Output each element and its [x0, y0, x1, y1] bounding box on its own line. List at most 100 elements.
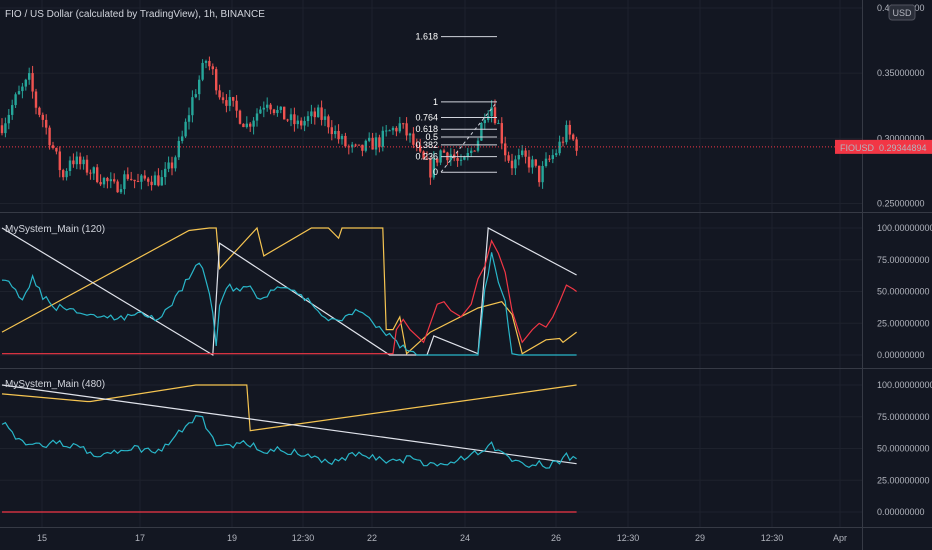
candle-body: [123, 174, 126, 190]
candle-body: [245, 123, 248, 128]
indicator-title-480: MySystem_Main (480): [5, 379, 105, 390]
candle-body: [483, 120, 486, 124]
candle-body: [191, 97, 194, 116]
candle-body: [313, 111, 316, 118]
candle-body: [55, 147, 58, 152]
candle-body: [218, 90, 221, 98]
last-price-bg: [835, 139, 932, 154]
candle-body: [133, 179, 136, 182]
y-tick-label: 100.00000000: [877, 380, 932, 390]
candle-body: [215, 69, 218, 91]
y-tick-label: 0.00000000: [877, 507, 925, 517]
candle-body: [99, 182, 102, 185]
candle-body: [317, 107, 320, 118]
candle-body: [28, 73, 31, 80]
candle-body: [463, 157, 466, 160]
y-tick-label: 75.00000000: [877, 255, 930, 265]
candle-body: [378, 137, 381, 147]
candle-body: [548, 158, 551, 160]
candle-body: [510, 160, 514, 169]
candle-body: [242, 123, 245, 128]
candle-body: [551, 155, 554, 160]
price-pane: [0, 56, 862, 195]
candle-body: [68, 160, 72, 172]
candle-body: [415, 144, 418, 146]
chart-title: FIO / US Dollar (calculated by TradingVi…: [5, 9, 265, 20]
candle-body: [72, 160, 75, 165]
candle-body: [514, 159, 517, 169]
candle-body: [289, 114, 293, 121]
last-price-value: 0.29344894: [879, 143, 927, 153]
candle-body: [45, 119, 48, 128]
candle-body: [419, 145, 422, 152]
y-tick-label: 0.30000000: [877, 133, 925, 143]
y-tick-label: 50.00000000: [877, 287, 930, 297]
currency-badge-bg: [888, 4, 916, 21]
candle-body: [82, 159, 85, 165]
candle-body: [65, 171, 68, 178]
candle-body: [296, 120, 299, 125]
candle-body: [140, 175, 143, 182]
candle-body: [235, 100, 238, 111]
candle-body: [106, 177, 109, 182]
candle-body: [249, 123, 252, 127]
candle-body: [113, 179, 116, 182]
candle-body: [425, 158, 429, 160]
candle-body: [7, 114, 10, 124]
x-tick-label: 12:30: [617, 533, 640, 543]
candle-body: [493, 107, 497, 124]
candle-body: [38, 107, 41, 115]
candle-body: [320, 107, 323, 120]
candle-body: [429, 159, 432, 178]
candle-body: [306, 116, 310, 122]
candle-body: [300, 120, 303, 126]
fib-level-label: 0: [433, 167, 438, 177]
candle-body: [385, 130, 388, 132]
candle-body: [395, 127, 398, 132]
candle-body: [252, 120, 255, 127]
candle-body: [255, 113, 259, 121]
candle-body: [517, 155, 520, 160]
indicator-series-line: [1, 252, 577, 356]
candle-body: [272, 109, 276, 114]
currency-badge-label: USD: [892, 8, 912, 18]
candle-body: [4, 123, 7, 134]
indicator-series-line: [1, 384, 577, 465]
indicator-title-120: MySystem_Main (120): [5, 224, 105, 235]
x-tick-label: 15: [37, 533, 47, 543]
fib-trend-line: [440, 101, 498, 173]
x-tick-label: 26: [551, 533, 561, 543]
y-tick-label: 0.25000000: [877, 198, 925, 208]
candle-body: [310, 111, 313, 117]
candle-body: [48, 127, 51, 146]
candle-body: [357, 144, 361, 146]
candle-body: [170, 162, 174, 169]
candle-body: [572, 134, 575, 140]
candle-body: [208, 60, 211, 67]
candle-body: [334, 130, 337, 135]
y-tick-label: 50.00000000: [877, 444, 930, 454]
x-tick-label: 24: [460, 533, 470, 543]
indicator-series-line: [1, 414, 577, 469]
candle-body: [51, 145, 55, 148]
fib-level-label: 0.382: [415, 140, 438, 150]
candle-body: [14, 94, 17, 106]
candle-body: [497, 123, 500, 125]
candle-body: [487, 116, 490, 121]
candle-body: [187, 115, 191, 122]
candle-body: [361, 144, 364, 151]
fib-level-label: 1: [433, 97, 438, 107]
candle-body: [340, 135, 344, 140]
candle-body: [92, 167, 95, 174]
currency-badge[interactable]: USD: [888, 4, 916, 21]
candle-body: [561, 141, 565, 143]
candle-body: [96, 167, 99, 183]
candle-body: [24, 79, 27, 87]
candle-body: [538, 165, 541, 183]
last-price-label: FIOUSD 0.29344894: [835, 139, 932, 154]
candle-body: [31, 73, 34, 92]
candle-body: [102, 177, 106, 185]
candle-body: [432, 158, 435, 178]
